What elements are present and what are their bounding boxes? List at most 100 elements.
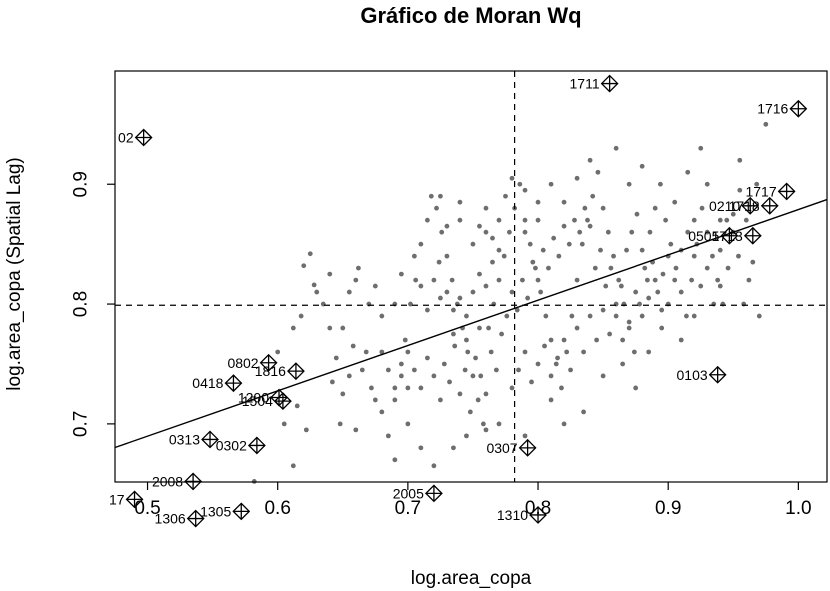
- data-point: [372, 283, 378, 289]
- data-point: [704, 265, 710, 271]
- data-point: [553, 361, 559, 367]
- data-point: [520, 277, 525, 283]
- data-point: [659, 307, 665, 313]
- data-point: [340, 391, 346, 397]
- data-point: [359, 367, 365, 373]
- x-tick-label: 0.9: [655, 498, 681, 519]
- data-point: [483, 229, 489, 235]
- data-point: [480, 421, 486, 427]
- data-point: [483, 283, 489, 289]
- data-point: [631, 349, 637, 355]
- data-point: [275, 349, 281, 355]
- data-point: [372, 397, 378, 403]
- data-point: [392, 385, 398, 391]
- data-point: [585, 217, 590, 223]
- data-point: [438, 193, 443, 199]
- data-point: [424, 217, 430, 223]
- data-point: [699, 205, 705, 211]
- data-point: [637, 301, 642, 307]
- data-point: [613, 313, 619, 319]
- y-tick-label: 0.9: [71, 171, 92, 197]
- data-point: [405, 349, 411, 355]
- data-point: [405, 421, 411, 427]
- data-point: [457, 295, 463, 301]
- data-point: [385, 367, 391, 373]
- data-point: [327, 325, 333, 331]
- data-point: [444, 223, 450, 229]
- data-point: [307, 251, 313, 257]
- data-point: [333, 355, 339, 361]
- data-point: [516, 367, 521, 373]
- influential-label: 0802: [227, 355, 258, 371]
- influential-label: 1504: [242, 393, 273, 409]
- data-point: [639, 163, 645, 169]
- y-tick-label: 0.8: [71, 291, 92, 317]
- scatter-points: [251, 121, 769, 484]
- data-point: [634, 211, 640, 217]
- data-point: [470, 373, 476, 379]
- x-tick-label: 1.0: [785, 498, 811, 519]
- data-point: [447, 379, 452, 385]
- data-point: [746, 277, 752, 283]
- influential-label: 0505: [688, 228, 719, 244]
- data-point: [424, 307, 430, 313]
- data-point: [493, 367, 499, 373]
- data-point: [551, 235, 557, 241]
- data-point: [431, 373, 437, 379]
- data-point: [470, 289, 476, 295]
- data-point: [538, 289, 544, 295]
- data-point: [379, 349, 385, 355]
- data-point: [451, 307, 456, 313]
- data-point: [639, 247, 645, 253]
- data-point: [691, 313, 697, 319]
- data-point: [572, 217, 577, 223]
- data-point: [626, 325, 632, 331]
- x-axis-label: log.area_copa: [411, 568, 532, 589]
- influential-label: 1713: [712, 228, 743, 244]
- data-point: [350, 343, 356, 349]
- data-point: [548, 337, 554, 343]
- data-point: [756, 313, 762, 319]
- data-point: [710, 253, 715, 259]
- data-point: [725, 265, 731, 271]
- data-point: [506, 229, 512, 235]
- data-point: [652, 277, 658, 283]
- influential-label: 0210: [709, 198, 740, 214]
- data-point: [581, 349, 586, 355]
- data-point: [356, 265, 361, 271]
- data-point: [535, 277, 541, 283]
- data-point: [595, 169, 601, 175]
- data-point: [704, 229, 710, 235]
- data-point: [353, 427, 359, 433]
- data-point: [574, 325, 580, 331]
- data-point: [477, 271, 482, 277]
- data-point: [750, 259, 756, 265]
- data-point: [483, 391, 489, 397]
- data-point: [457, 391, 463, 397]
- influential-label: 0313: [169, 431, 200, 447]
- data-point: [398, 271, 404, 277]
- influential-label: 0103: [677, 367, 708, 383]
- data-point: [574, 175, 580, 181]
- influential-label: 1711: [570, 76, 600, 92]
- data-point: [428, 193, 434, 199]
- data-point: [647, 229, 653, 235]
- data-point: [566, 241, 572, 247]
- influential-label: 1718: [729, 198, 760, 214]
- data-point: [533, 265, 538, 271]
- data-point: [301, 263, 307, 269]
- data-point: [475, 397, 481, 403]
- data-point: [418, 283, 424, 289]
- influential-label: 1717: [745, 183, 776, 199]
- data-point: [530, 259, 536, 265]
- data-point: [730, 211, 736, 217]
- data-point: [451, 445, 456, 451]
- data-point: [499, 331, 504, 337]
- data-point: [698, 145, 704, 151]
- data-point: [616, 277, 622, 283]
- data-point: [642, 265, 648, 271]
- data-point: [392, 457, 398, 463]
- data-point: [431, 463, 437, 469]
- influential-label: 2005: [393, 485, 424, 501]
